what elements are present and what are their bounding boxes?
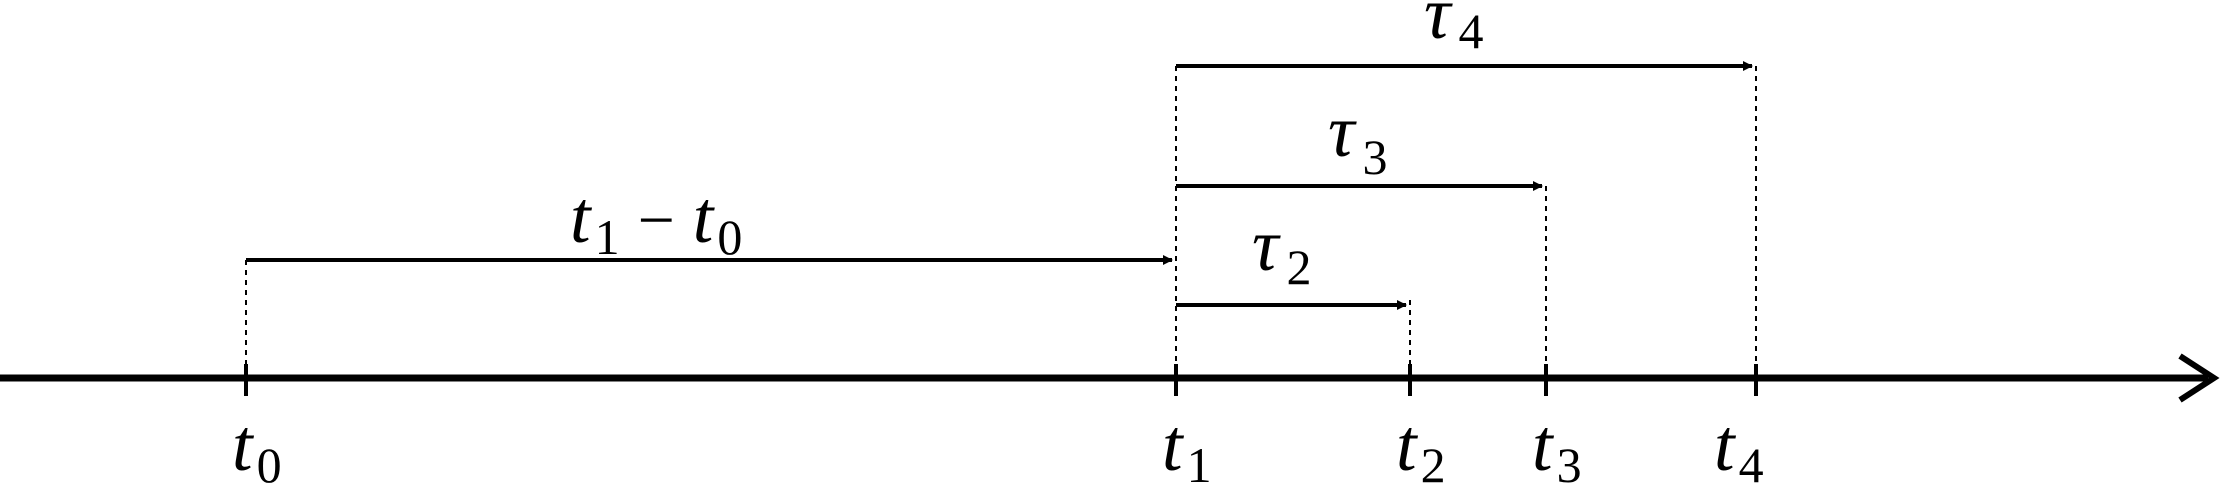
guide-lines	[245, 66, 1757, 364]
interval-arrows	[246, 61, 1753, 310]
tick-label-t1: t1	[1162, 405, 1212, 483]
axis-arrowhead	[2178, 353, 2220, 403]
tick-label-t0: t0	[232, 405, 282, 483]
axis-ticks	[244, 364, 1758, 396]
tick-labels: t0 t1 t2 t3 t4	[232, 405, 1764, 483]
tick-label-t3: t3	[1532, 405, 1582, 483]
tick-label-t2: t2	[1396, 405, 1446, 483]
label-t1-minus-t0: t1− t0	[570, 177, 742, 265]
tick-label-t4: t4	[1714, 405, 1764, 483]
time-axis	[0, 353, 2220, 403]
